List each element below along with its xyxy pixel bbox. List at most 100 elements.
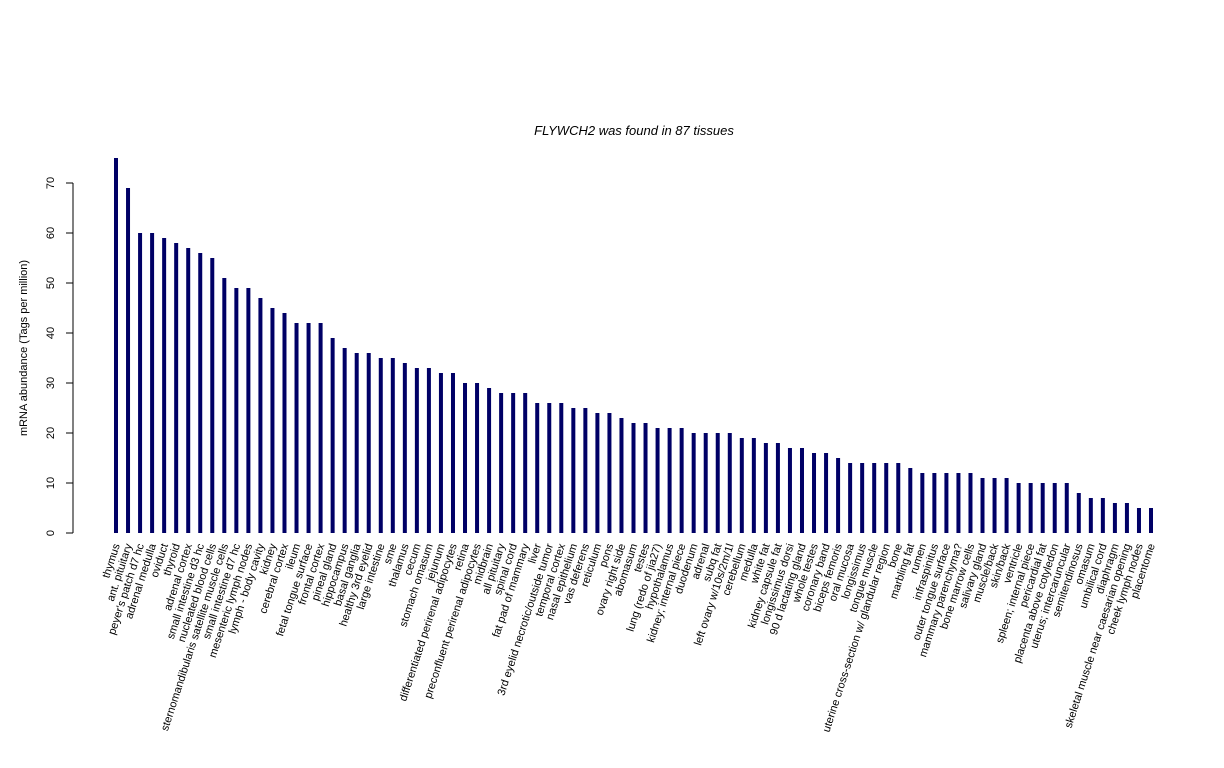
bar bbox=[691, 433, 696, 533]
bar bbox=[848, 463, 853, 533]
bar bbox=[294, 323, 299, 533]
bar bbox=[860, 463, 865, 533]
bar bbox=[210, 258, 215, 533]
bar bbox=[872, 463, 877, 533]
bar bbox=[727, 433, 732, 533]
bar bbox=[1112, 503, 1117, 533]
bar bbox=[378, 358, 383, 533]
bar bbox=[186, 248, 191, 533]
bar bbox=[932, 473, 937, 533]
bar bbox=[475, 383, 480, 533]
bar bbox=[559, 403, 564, 533]
bar bbox=[751, 438, 756, 533]
bar bbox=[980, 478, 985, 533]
bar bbox=[787, 448, 792, 533]
bar bbox=[631, 423, 636, 533]
bar bbox=[535, 403, 540, 533]
bar bbox=[1052, 483, 1057, 533]
bar bbox=[523, 393, 528, 533]
bar bbox=[150, 233, 155, 533]
bar bbox=[715, 433, 720, 533]
bar bbox=[884, 463, 889, 533]
bar bbox=[1100, 498, 1105, 533]
bar bbox=[896, 463, 901, 533]
bar bbox=[1149, 508, 1153, 533]
bar bbox=[450, 373, 455, 533]
bar bbox=[1016, 483, 1021, 533]
bar bbox=[1124, 503, 1129, 533]
bar bbox=[306, 323, 311, 533]
bar bbox=[1040, 483, 1045, 533]
bar bbox=[643, 423, 648, 533]
bar bbox=[547, 403, 552, 533]
bar bbox=[138, 233, 143, 533]
bar bbox=[174, 243, 179, 533]
bar bbox=[1028, 483, 1033, 533]
y-axis-label: mRNA abundance (Tags per million) bbox=[18, 260, 30, 436]
bar bbox=[366, 353, 371, 533]
bar bbox=[511, 393, 516, 533]
bar bbox=[1064, 483, 1069, 533]
bar bbox=[390, 358, 395, 533]
y-tick-label: 70 bbox=[45, 177, 57, 189]
chart-title: FLYWCH2 was found in 87 tissues bbox=[534, 123, 734, 138]
bar bbox=[438, 373, 443, 533]
bar bbox=[198, 253, 203, 533]
y-tick-label: 30 bbox=[45, 377, 57, 389]
bar bbox=[992, 478, 997, 533]
bar bbox=[1076, 493, 1081, 533]
bar bbox=[1136, 508, 1141, 533]
bar bbox=[234, 288, 239, 533]
bar bbox=[679, 428, 684, 533]
bar bbox=[763, 443, 768, 533]
y-tick-label: 60 bbox=[45, 227, 57, 239]
bar bbox=[414, 368, 419, 533]
bar bbox=[703, 433, 708, 533]
bar bbox=[246, 288, 251, 533]
bar bbox=[487, 388, 492, 533]
bar bbox=[944, 473, 949, 533]
bar bbox=[222, 278, 227, 533]
bar bbox=[330, 338, 335, 533]
bar bbox=[968, 473, 973, 533]
bar bbox=[667, 428, 672, 533]
y-tick-label: 20 bbox=[45, 427, 57, 439]
bar bbox=[739, 438, 744, 533]
bar bbox=[1004, 478, 1009, 533]
bar bbox=[619, 418, 624, 533]
bar bbox=[426, 368, 431, 533]
bar bbox=[655, 428, 660, 533]
y-tick-label: 40 bbox=[45, 327, 57, 339]
bar bbox=[836, 458, 841, 533]
bar bbox=[282, 313, 287, 533]
bar bbox=[607, 413, 612, 533]
bar bbox=[571, 408, 576, 533]
y-tick-label: 0 bbox=[45, 530, 57, 536]
bar bbox=[908, 468, 913, 533]
bar bbox=[114, 158, 118, 533]
y-tick-label: 50 bbox=[45, 277, 57, 289]
bar bbox=[812, 453, 817, 533]
bar bbox=[463, 383, 468, 533]
bar bbox=[956, 473, 961, 533]
bar bbox=[799, 448, 804, 533]
bar bbox=[499, 393, 504, 533]
y-tick-label: 10 bbox=[45, 477, 57, 489]
bar bbox=[342, 348, 347, 533]
bar bbox=[402, 363, 407, 533]
bar bbox=[595, 413, 600, 533]
bars bbox=[114, 158, 1153, 533]
bar bbox=[270, 308, 275, 533]
y-axis: 0 10 20 30 40 50 60 70 bbox=[45, 177, 74, 536]
bar bbox=[920, 473, 925, 533]
bar bbox=[1088, 498, 1093, 533]
bar bbox=[318, 323, 323, 533]
bar bbox=[162, 238, 167, 533]
bar bbox=[583, 408, 588, 533]
bar bbox=[775, 443, 780, 533]
bar bbox=[354, 353, 359, 533]
bar bbox=[126, 188, 131, 533]
bar bbox=[258, 298, 263, 533]
